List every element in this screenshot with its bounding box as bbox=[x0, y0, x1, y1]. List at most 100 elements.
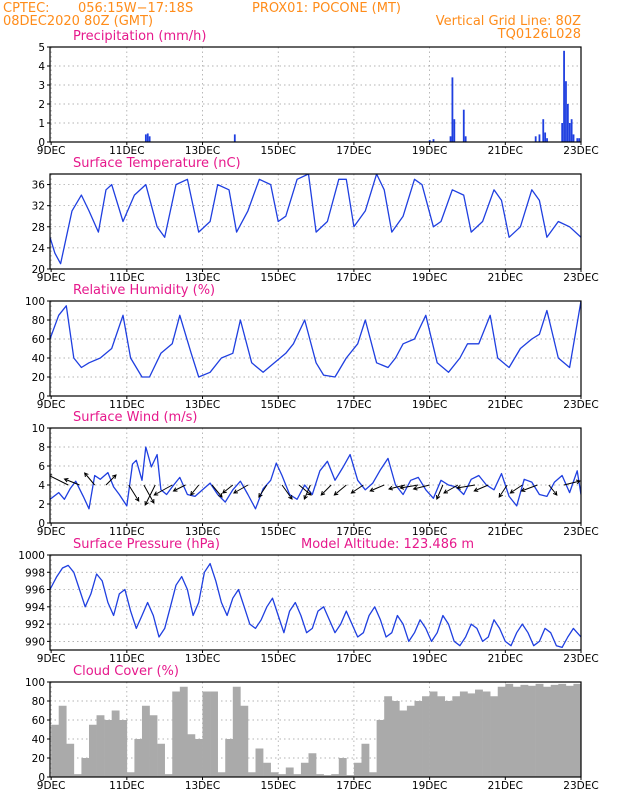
panel-temp: 20 24 28 32 36 9DEC 11DEC 13DEC 15DEC 17DEC 19DEC 2… bbox=[32, 156, 599, 284]
cloud-bar bbox=[285, 767, 294, 777]
panel-title: Surface Pressure (hPa) bbox=[73, 537, 220, 552]
y-tick-label: 0 bbox=[38, 518, 45, 530]
x-tick-label: 9DEC bbox=[37, 780, 66, 792]
cloud-bar bbox=[96, 715, 105, 777]
precip-bar bbox=[428, 140, 431, 142]
cloud-bar bbox=[194, 739, 203, 777]
header-center-label: CPTEC: bbox=[3, 1, 50, 16]
cloud-bar bbox=[376, 720, 385, 777]
y-tick-label: 0 bbox=[38, 772, 45, 784]
header-coordinates: 056:15W−17:18S bbox=[78, 1, 193, 16]
x-tick-label: 17DEC bbox=[336, 526, 371, 538]
precip-bar bbox=[464, 136, 467, 142]
cloud-bar bbox=[338, 758, 347, 777]
wind-arrow bbox=[387, 484, 406, 491]
plot-area-cloud bbox=[51, 683, 581, 777]
x-tick-label: 23DEC bbox=[563, 145, 598, 157]
wind-arrow bbox=[369, 484, 385, 492]
x-tick-label: 21DEC bbox=[488, 272, 523, 284]
cloud-bar bbox=[459, 691, 468, 777]
x-tick-label: 23DEC bbox=[563, 399, 598, 411]
x-tick-label: 17DEC bbox=[336, 145, 371, 157]
cloud-bar bbox=[331, 774, 340, 777]
wind-arrow bbox=[509, 484, 523, 494]
panel-cloud: 0 20 40 60 80 100 9DEC 11DEC 13DEC 15DEC 17DEC 19DE… bbox=[25, 664, 599, 792]
panel-frame bbox=[49, 554, 582, 651]
cloud-bar bbox=[429, 691, 438, 777]
cloud-bar bbox=[210, 691, 218, 777]
y-tick-label: 60 bbox=[32, 715, 45, 727]
panel-pressure: 990 992 994 996 998 1000 9DEC 11DEC 13DEC 15DEC 17… bbox=[18, 537, 598, 665]
precip-bar bbox=[572, 134, 575, 142]
cloud-bar bbox=[520, 684, 529, 777]
cloud-bar bbox=[308, 753, 317, 777]
precip-bar bbox=[146, 133, 149, 142]
panel-wind: 0 2 4 6 8 10 9DEC 11DEC 13DEC 15DEC 17DEC 19DEC 21DE… bbox=[32, 410, 599, 538]
panel-rh: 0 20 40 60 80 100 9DEC 11DEC 13DEC 15DEC 17DEC 19DE… bbox=[25, 283, 599, 411]
cloud-bar bbox=[346, 775, 355, 777]
header: CPTEC: 056:15W−17:18S PROX01: POCONE (MT… bbox=[3, 1, 581, 42]
panel-title: Surface Temperature (nC) bbox=[73, 156, 241, 171]
precip-bar bbox=[570, 119, 573, 142]
x-tick-label: 13DEC bbox=[185, 399, 220, 411]
x-tick-label: 21DEC bbox=[488, 145, 523, 157]
y-tick-label: 8 bbox=[38, 442, 45, 454]
cloud-bar bbox=[323, 775, 332, 777]
cloud-bar bbox=[406, 705, 415, 777]
wind-arrow bbox=[350, 484, 364, 494]
precip-bar bbox=[542, 119, 545, 142]
wind-arrow bbox=[281, 484, 293, 500]
panel-title: Precipitation (mm/h) bbox=[73, 29, 206, 44]
y-tick-label: 40 bbox=[32, 734, 45, 746]
cloud-bar bbox=[255, 748, 264, 777]
y-tick-label: 990 bbox=[25, 636, 45, 648]
x-tick-label: 21DEC bbox=[488, 653, 523, 665]
y-tick-label: 20 bbox=[32, 264, 45, 276]
y-tick-label: 100 bbox=[25, 677, 45, 689]
cloud-bar bbox=[467, 693, 476, 777]
x-tick-label: 13DEC bbox=[185, 780, 220, 792]
x-tick-label: 17DEC bbox=[336, 399, 371, 411]
x-tick-label: 19DEC bbox=[412, 272, 447, 284]
y-tick-label: 80 bbox=[32, 696, 45, 708]
x-tick-label: 11DEC bbox=[109, 145, 144, 157]
precip-bar bbox=[561, 123, 564, 142]
y-tick-label: 36 bbox=[32, 180, 46, 192]
panel-frame bbox=[49, 681, 582, 778]
wind-arrow bbox=[498, 484, 508, 498]
precip-bar bbox=[565, 81, 567, 142]
cloud-bar bbox=[482, 691, 491, 777]
panel-precip: 0 1 2 3 4 5 9DEC 11DEC 13DEC 15DEC 17DEC 19DEC 21DEC… bbox=[37, 29, 599, 157]
cloud-bar bbox=[217, 772, 226, 777]
header-model-code: TQ0126L028 bbox=[497, 27, 581, 42]
x-tick-label: 19DEC bbox=[412, 780, 447, 792]
precip-bar bbox=[233, 134, 236, 142]
wind-arrow bbox=[473, 484, 489, 492]
precip-bar bbox=[578, 138, 581, 142]
precip-bar bbox=[544, 132, 547, 142]
cloud-bar bbox=[134, 739, 143, 777]
cloud-bar bbox=[369, 772, 377, 777]
precip-bar bbox=[451, 77, 454, 142]
cloud-bar bbox=[535, 683, 544, 777]
y-tick-label: 24 bbox=[32, 243, 46, 255]
cloud-bar bbox=[73, 774, 82, 777]
panel-frame bbox=[49, 427, 582, 524]
x-tick-label: 23DEC bbox=[563, 653, 598, 665]
y-tick-label: 28 bbox=[32, 222, 45, 234]
panel-title: Relative Humidity (%) bbox=[73, 283, 215, 298]
x-tick-label: 21DEC bbox=[488, 399, 523, 411]
wind-arrow bbox=[303, 484, 311, 500]
cloud-bar bbox=[240, 705, 249, 777]
precip-bar bbox=[462, 109, 465, 142]
cloud-bar bbox=[497, 686, 506, 777]
wind-arrow bbox=[563, 479, 581, 486]
pressure-line bbox=[50, 562, 581, 649]
panel-title: Cloud Cover (%) bbox=[73, 664, 179, 679]
y-tick-label: 1000 bbox=[18, 550, 45, 562]
wind-arrow bbox=[128, 484, 140, 502]
cloud-bar bbox=[149, 715, 158, 777]
y-tick-label: 998 bbox=[25, 567, 45, 579]
cloud-bar bbox=[550, 684, 559, 777]
